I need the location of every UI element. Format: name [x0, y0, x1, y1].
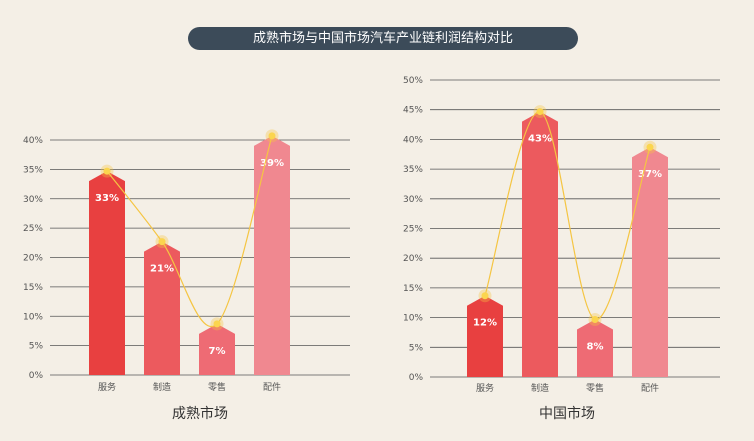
trend-curve: [484, 110, 651, 321]
y-tick-label: 10%: [403, 314, 423, 324]
y-tick-label: 20%: [23, 254, 43, 264]
bar: [577, 319, 613, 377]
data-label: 7%: [209, 346, 226, 357]
chart-title: 成熟市场: [172, 405, 228, 422]
data-point: [158, 238, 166, 246]
bar: [467, 295, 503, 377]
category-label: 服务: [476, 382, 494, 394]
y-tick-label: 15%: [23, 283, 43, 293]
y-tick-label: 0%: [29, 371, 44, 381]
category-label: 零售: [208, 381, 226, 393]
category-label: 配件: [263, 381, 281, 393]
chart-mature-market: 0% 5% 10% 15% 20% 25% 30% 35% 40% 33% 服务 21% 制造 7% 零售 3…: [23, 129, 350, 422]
data-point: [536, 108, 544, 116]
category-label: 制造: [531, 382, 549, 394]
data-label: 37%: [638, 169, 662, 180]
bar: [144, 241, 180, 375]
category-label: 服务: [98, 381, 116, 393]
data-point: [103, 167, 111, 175]
chart-china-market: 0% 5% 10% 15% 20% 25% 30% 35% 40% 45% 50% 12% 服务 43% 制…: [403, 76, 720, 422]
data-label: 21%: [150, 264, 174, 275]
y-tick-label: 15%: [403, 284, 423, 294]
data-label: 12%: [473, 318, 497, 329]
bar: [632, 147, 668, 377]
y-tick-label: 30%: [403, 195, 423, 205]
y-tick-label: 40%: [403, 135, 423, 145]
data-point: [268, 132, 276, 140]
category-label: 配件: [641, 382, 659, 394]
y-tick-label: 5%: [409, 343, 424, 353]
data-point: [213, 320, 221, 328]
y-tick-label: 25%: [403, 225, 423, 235]
chart-title: 中国市场: [539, 405, 595, 422]
page-title: 成熟市场与中国市场汽车产业链利润结构对比: [188, 27, 578, 50]
bar: [254, 135, 290, 375]
y-tick-label: 35%: [403, 165, 423, 175]
data-point: [646, 143, 654, 151]
y-tick-label: 45%: [403, 106, 423, 116]
category-label: 制造: [153, 381, 171, 393]
y-tick-label: 30%: [23, 195, 43, 205]
bar: [522, 111, 558, 377]
y-tick-label: 10%: [23, 312, 43, 322]
data-label: 33%: [95, 193, 119, 204]
y-tick-label: 35%: [23, 165, 43, 175]
y-tick-label: 20%: [403, 254, 423, 264]
bar: [199, 323, 235, 375]
category-label: 零售: [586, 382, 604, 394]
y-tick-label: 5%: [29, 342, 44, 352]
bar: [89, 171, 125, 375]
trend-curve: [106, 135, 273, 328]
data-label: 39%: [260, 158, 284, 169]
y-tick-label: 50%: [403, 76, 423, 86]
data-point: [481, 292, 489, 300]
y-tick-label: 0%: [409, 373, 424, 383]
data-point: [591, 315, 599, 323]
y-tick-label: 40%: [23, 136, 43, 146]
y-tick-label: 25%: [23, 224, 43, 234]
data-label: 8%: [587, 341, 604, 352]
data-label: 43%: [528, 134, 552, 145]
